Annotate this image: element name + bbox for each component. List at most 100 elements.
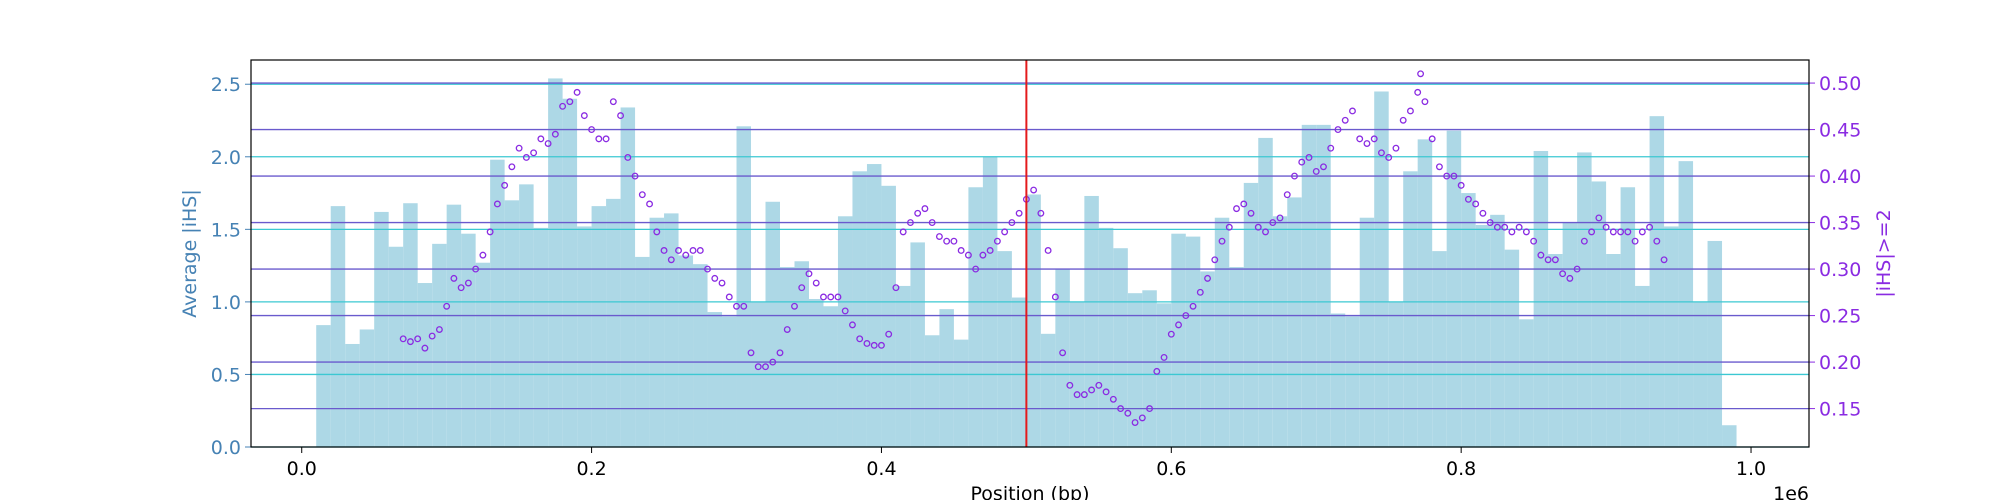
bar: [504, 200, 520, 447]
bar: [1403, 171, 1418, 447]
scatter-point: [399, 335, 407, 343]
bar: [432, 243, 447, 447]
scatter-point: [754, 363, 762, 371]
scatter-point: [1443, 172, 1451, 180]
scatter-point: [1167, 330, 1175, 338]
scatter-point: [769, 358, 777, 366]
bar: [649, 217, 665, 447]
bar: [388, 246, 404, 447]
bar: [693, 264, 708, 447]
bar: [722, 316, 737, 447]
bar: [1301, 124, 1317, 448]
scatter-point: [1037, 209, 1045, 217]
scatter-point: [718, 279, 726, 287]
y2-tick-label: 0.40: [1819, 166, 1861, 188]
bar: [1533, 150, 1549, 447]
scatter-point: [798, 284, 806, 292]
bar: [316, 325, 331, 447]
scatter-point: [508, 163, 516, 171]
scatter-point: [834, 293, 842, 301]
scatter-point: [1189, 302, 1197, 310]
scatter-point: [935, 233, 943, 240]
bar: [866, 164, 882, 447]
bar: [1258, 137, 1273, 448]
bar: [678, 255, 694, 447]
plot-frame: [250, 59, 1810, 448]
bar: [446, 204, 462, 447]
bar: [1214, 217, 1230, 447]
y2-tick-label: 0.30: [1819, 259, 1861, 281]
scatter-point: [573, 88, 581, 96]
scatter-point: [1385, 154, 1393, 161]
scatter-point: [1254, 223, 1262, 231]
bar: [1026, 194, 1041, 447]
scatter-point: [877, 341, 885, 349]
bar: [591, 206, 607, 447]
bar: [1171, 233, 1186, 447]
scatter-point: [1501, 223, 1509, 231]
bar: [881, 185, 896, 447]
bar: [1359, 217, 1375, 447]
bar: [1461, 193, 1476, 447]
scatter-point: [515, 144, 523, 152]
scatter-point: [986, 247, 994, 254]
scatter-point: [609, 98, 617, 106]
bar: [562, 98, 578, 447]
bar: [736, 126, 752, 447]
scatter-point: [1617, 228, 1625, 236]
bar: [1055, 268, 1070, 447]
scatter-point: [747, 349, 755, 357]
bar: [1475, 224, 1491, 447]
scatter-point: [783, 326, 791, 333]
scatter-point: [704, 265, 711, 273]
scatter-point: [580, 112, 588, 120]
scatter-point: [1472, 200, 1480, 208]
scatter-point: [638, 191, 646, 199]
scatter-point: [1262, 228, 1269, 236]
bar: [1142, 290, 1157, 447]
scatter-point: [1218, 237, 1226, 245]
scatter-point: [1030, 186, 1038, 194]
scatter-point: [914, 209, 922, 217]
scatter-point: [1153, 367, 1161, 375]
scatter-point: [1051, 293, 1059, 301]
bar: [1635, 285, 1650, 447]
scatter-point: [689, 247, 697, 254]
scatter-point: [1392, 144, 1400, 152]
bar: [1127, 293, 1143, 447]
bar: [1113, 248, 1128, 447]
bar: [939, 309, 954, 447]
bar: [968, 187, 983, 447]
scatter-point: [472, 265, 480, 273]
scatter-point: [414, 335, 422, 343]
x-axis-label: Position (bp): [971, 483, 1090, 500]
x-tick-label: 0.2: [576, 458, 606, 480]
bar: [1562, 222, 1578, 447]
bar: [910, 242, 925, 447]
scatter-point: [1508, 228, 1516, 236]
x-tick-label: 0.0: [287, 458, 317, 480]
scatter-point: [1464, 195, 1472, 203]
scatter-point: [1334, 126, 1342, 134]
scatter-point: [921, 205, 929, 213]
scatter-point: [1378, 149, 1385, 157]
scatter-point: [791, 302, 798, 310]
scatter-point: [812, 279, 820, 287]
scatter-point: [1247, 209, 1255, 217]
bar: [475, 262, 491, 447]
bar: [359, 329, 375, 447]
bar: [1446, 130, 1462, 447]
bar: [1490, 214, 1505, 447]
scatter-point: [1399, 116, 1407, 124]
scatter-point: [1059, 349, 1067, 357]
scatter-point: [1211, 256, 1219, 264]
scatter-point: [1182, 312, 1190, 320]
x-tick-label: 0.4: [866, 458, 896, 480]
bar: [461, 233, 476, 447]
scatter-point: [856, 335, 864, 343]
bar: [779, 267, 795, 447]
scatter-point: [1276, 214, 1284, 222]
scatter-point: [1609, 228, 1617, 236]
y2-tick-label: 0.45: [1819, 120, 1861, 142]
